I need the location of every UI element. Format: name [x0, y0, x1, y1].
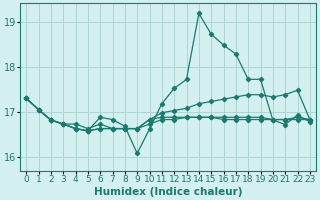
X-axis label: Humidex (Indice chaleur): Humidex (Indice chaleur) [94, 187, 242, 197]
